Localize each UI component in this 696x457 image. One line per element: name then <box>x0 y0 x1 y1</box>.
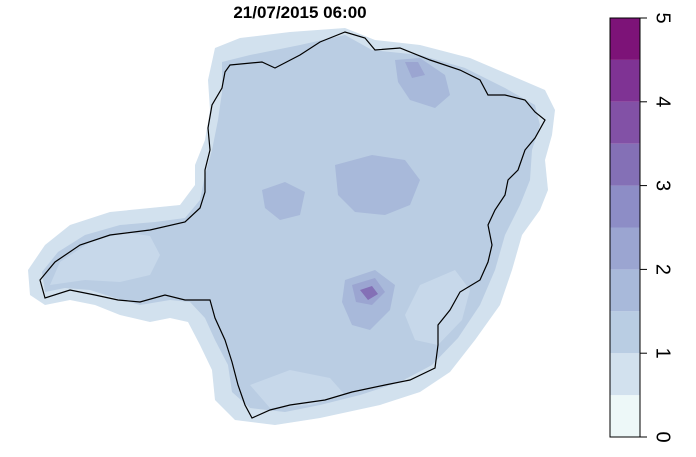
legend-band <box>610 311 640 354</box>
legend-band <box>610 143 640 186</box>
legend-band <box>610 395 640 437</box>
legend-band <box>610 59 640 102</box>
west-central-patch <box>262 182 305 220</box>
legend-band <box>610 185 640 228</box>
legend-bands <box>610 18 640 437</box>
legend-band <box>610 101 640 144</box>
map-title: 21/07/2015 06:00 <box>233 3 367 22</box>
legend-tick-label: 2 <box>652 264 674 275</box>
legend-tick-label: 1 <box>652 348 674 359</box>
state-boundary <box>39 31 546 419</box>
legend-band <box>610 18 640 60</box>
legend-tick-label: 0 <box>652 431 674 442</box>
north-hotspot <box>405 62 425 78</box>
legend-ticks: 0 1 2 3 4 5 <box>640 12 674 443</box>
legend-tick-label: 5 <box>652 12 674 23</box>
legend-frame <box>609 17 641 438</box>
east-light-patch <box>405 270 470 345</box>
legend-band <box>610 269 640 312</box>
legend-band <box>610 353 640 396</box>
hotspot-core <box>360 286 378 300</box>
south-light-patch <box>250 370 345 408</box>
legend-band <box>610 227 640 270</box>
west-light-patch <box>50 232 160 285</box>
legend-tick-label: 3 <box>652 180 674 191</box>
legend-tick-label: 4 <box>652 96 674 107</box>
central-patch <box>335 155 420 215</box>
